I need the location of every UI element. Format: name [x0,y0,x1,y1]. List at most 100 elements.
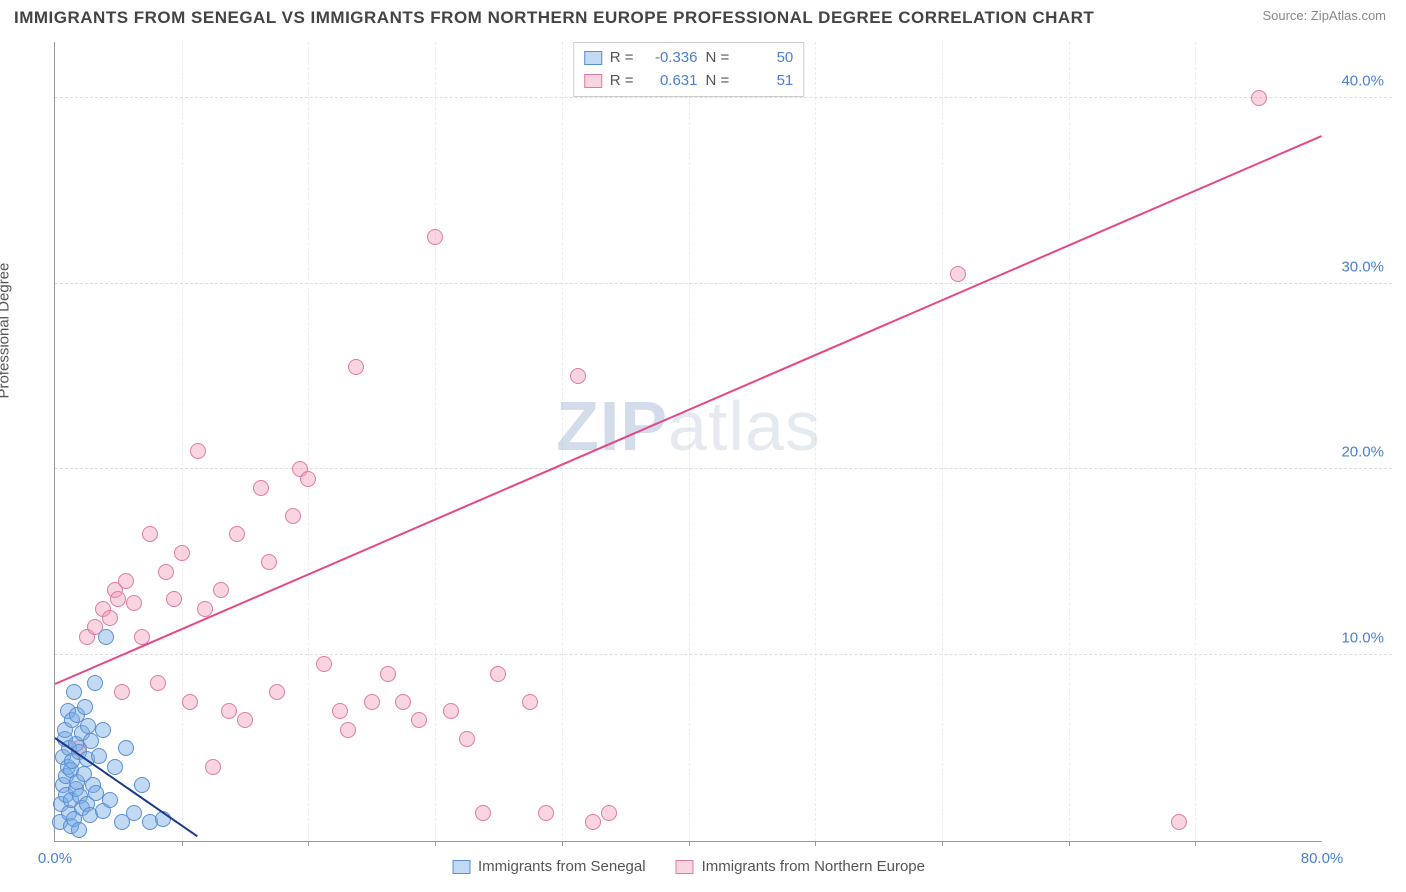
data-point [205,759,221,775]
x-tick-mark [689,841,690,846]
legend-item-senegal: Immigrants from Senegal [452,858,646,875]
gridline-v [942,42,943,841]
data-point [118,573,134,589]
series-name-neurope: Immigrants from Northern Europe [702,858,925,875]
data-point [300,471,316,487]
y-tick-label: 30.0% [1341,258,1384,275]
y-tick-label: 20.0% [1341,444,1384,461]
legend-row-senegal: R = -0.336 N = 50 [584,47,794,70]
x-tick-mark [1195,841,1196,846]
n-label: N = [706,70,730,93]
x-tick-mark [942,841,943,846]
data-point [102,792,118,808]
data-point [950,266,966,282]
data-point [229,526,245,542]
data-point [166,591,182,607]
gridline-v [1069,42,1070,841]
r-value-senegal: -0.336 [642,47,698,70]
n-value-neurope: 51 [737,70,793,93]
data-point [182,694,198,710]
legend-row-neurope: R = 0.631 N = 51 [584,70,794,93]
source-label: Source: ZipAtlas.com [1262,8,1386,23]
data-point [66,684,82,700]
plot-area: ZIPatlas R = -0.336 N = 50 R = 0.631 N =… [54,42,1322,842]
gridline-v [815,42,816,841]
x-tick-mark [1069,841,1070,846]
x-tick-mark [308,841,309,846]
data-point [213,582,229,598]
data-point [340,722,356,738]
data-point [158,564,174,580]
data-point [134,777,150,793]
r-label: R = [610,47,634,70]
data-point [95,722,111,738]
data-point [570,368,586,384]
gridline-v [435,42,436,841]
data-point [190,443,206,459]
x-tick-mark [182,841,183,846]
swatch-senegal [584,51,602,65]
gridline-h [55,283,1392,284]
data-point [490,666,506,682]
data-point [114,684,130,700]
data-point [98,629,114,645]
x-tick-mark [435,841,436,846]
data-point [411,712,427,728]
data-point [91,748,107,764]
x-tick-label: 0.0% [38,850,72,867]
swatch-neurope [676,860,694,874]
data-point [459,731,475,747]
gridline-v [182,42,183,841]
data-point [71,822,87,838]
series-legend: Immigrants from Senegal Immigrants from … [452,858,925,875]
x-tick-mark [815,841,816,846]
x-tick-label: 80.0% [1301,850,1344,867]
data-point [443,703,459,719]
y-tick-label: 40.0% [1341,72,1384,89]
data-point [174,545,190,561]
data-point [538,805,554,821]
chart-container: Professional Degree ZIPatlas R = -0.336 … [14,34,1392,882]
data-point [475,805,491,821]
data-point [269,684,285,700]
gridline-v [562,42,563,841]
n-label: N = [706,47,730,70]
y-axis-label: Professional Degree [0,263,13,399]
data-point [395,694,411,710]
data-point [110,591,126,607]
data-point [221,703,237,719]
series-name-senegal: Immigrants from Senegal [478,858,646,875]
data-point [126,805,142,821]
data-point [316,656,332,672]
data-point [150,675,166,691]
data-point [348,359,364,375]
data-point [601,805,617,821]
data-point [380,666,396,682]
data-point [87,675,103,691]
data-point [332,703,348,719]
r-label: R = [610,70,634,93]
data-point [364,694,380,710]
y-tick-label: 10.0% [1341,630,1384,647]
data-point [285,508,301,524]
correlation-legend: R = -0.336 N = 50 R = 0.631 N = 51 [573,42,805,97]
x-tick-mark [562,841,563,846]
data-point [142,526,158,542]
gridline-v [1195,42,1196,841]
swatch-neurope [584,74,602,88]
data-point [102,610,118,626]
data-point [585,814,601,830]
gridline-v [308,42,309,841]
data-point [1171,814,1187,830]
chart-title: IMMIGRANTS FROM SENEGAL VS IMMIGRANTS FR… [14,8,1094,28]
data-point [1251,90,1267,106]
data-point [427,229,443,245]
data-point [107,759,123,775]
swatch-senegal [452,860,470,874]
legend-item-neurope: Immigrants from Northern Europe [676,858,925,875]
gridline-v [689,42,690,841]
data-point [253,480,269,496]
data-point [261,554,277,570]
data-point [522,694,538,710]
r-value-neurope: 0.631 [642,70,698,93]
